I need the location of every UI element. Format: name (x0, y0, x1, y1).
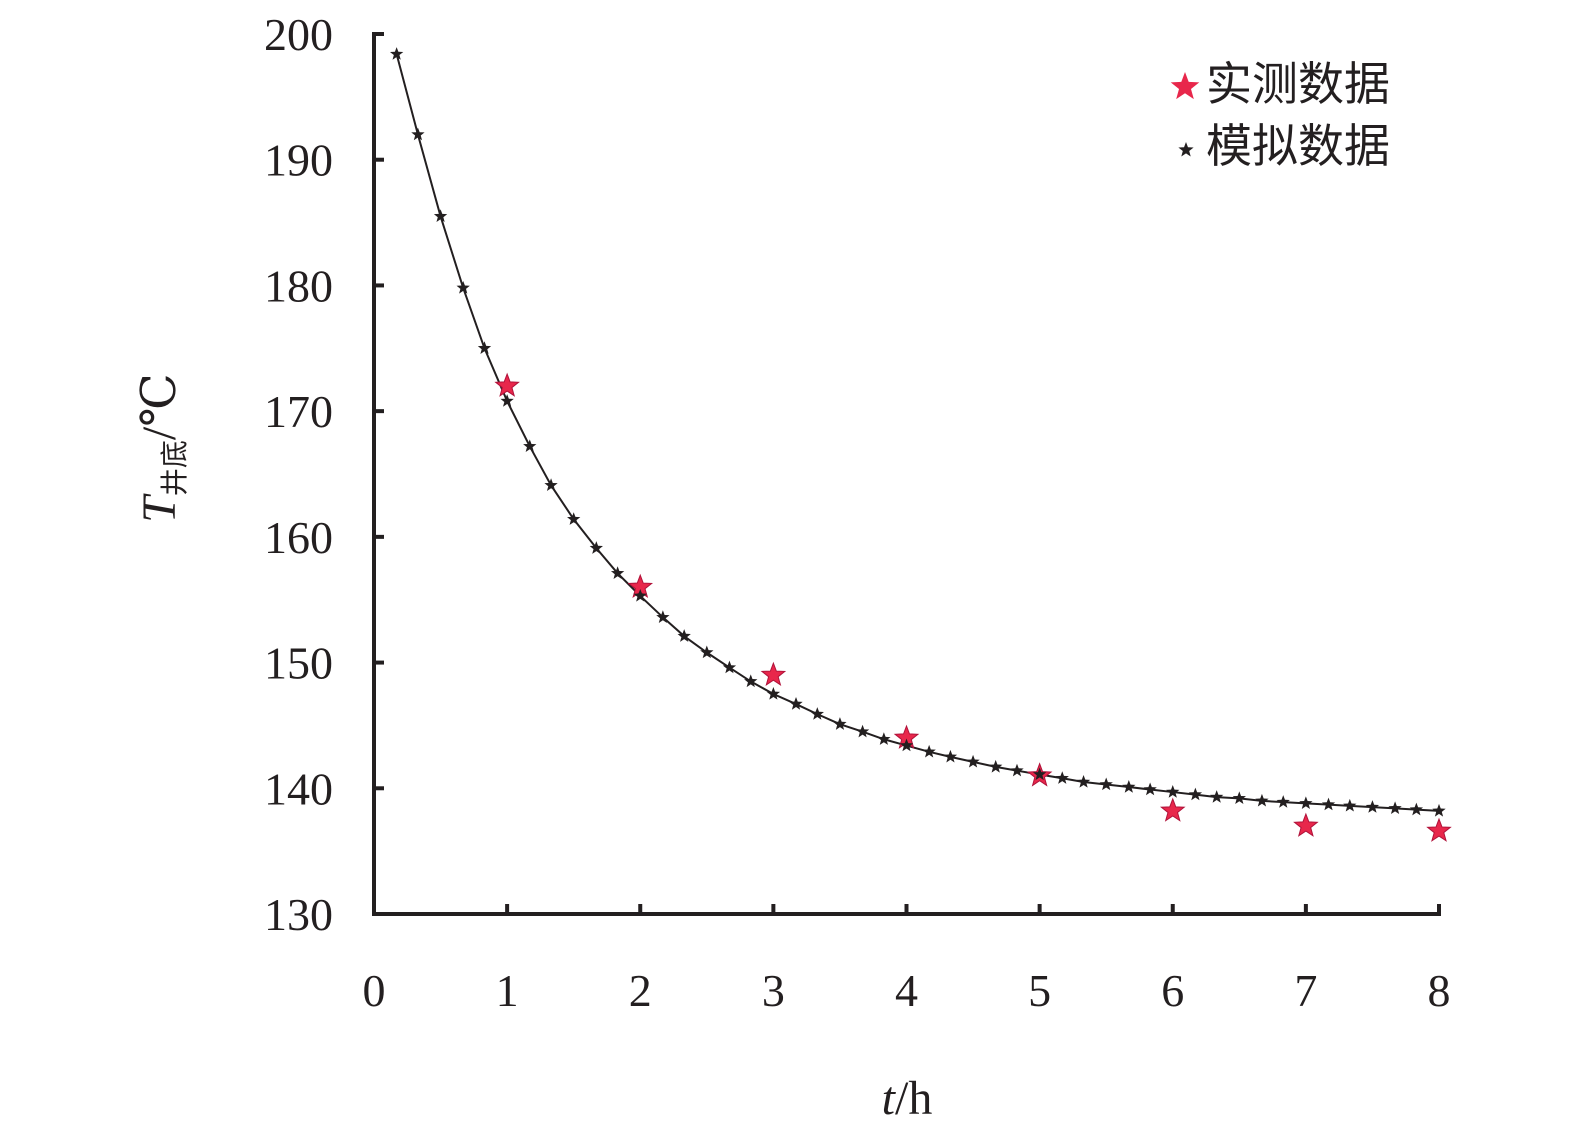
legend-entry-measured: 实测数据 (1170, 57, 1390, 111)
simulated-point (722, 660, 737, 674)
y-axis-title-var: T (133, 493, 186, 523)
simulated-point (567, 512, 581, 525)
measured-point (1293, 812, 1319, 837)
y-tick-label: 190 (264, 135, 333, 186)
simulated-point (833, 717, 847, 730)
simulated-point (1055, 771, 1069, 784)
simulated-point (1232, 791, 1246, 805)
simulated-point (700, 645, 714, 659)
y-tick-label: 130 (264, 889, 333, 940)
simulated-point (1365, 800, 1380, 813)
simulated-point (877, 732, 891, 745)
measured-point (1426, 817, 1452, 842)
x-tick-label: 1 (496, 965, 519, 1016)
simulated-point (766, 687, 781, 700)
y-axis-title-unit: /℃ (133, 373, 186, 440)
simulated-point (989, 759, 1003, 773)
simulated-point (1143, 782, 1157, 796)
y-tick-label: 160 (264, 512, 333, 563)
simulated-point (523, 439, 537, 453)
simulated-point (1432, 803, 1446, 817)
x-tick-label: 6 (1161, 965, 1184, 1016)
x-tick-label: 0 (363, 965, 386, 1016)
y-tick-label: 170 (264, 386, 333, 437)
legend-entry-simulated: 模拟数据 (1178, 119, 1390, 173)
x-tick-label: 5 (1028, 965, 1051, 1016)
simulated-point (1210, 790, 1224, 803)
simulated-point (389, 47, 404, 60)
simulated-point (1010, 763, 1024, 777)
x-tick-label: 2 (629, 965, 652, 1016)
simulated-point (1343, 798, 1357, 812)
legend-marker-measured (1170, 72, 1200, 100)
simulated-point (1032, 767, 1047, 781)
x-tick-label: 8 (1428, 965, 1451, 1016)
simulated-point (744, 674, 758, 688)
y-tick-label: 140 (264, 763, 333, 814)
simulated-point (1076, 775, 1091, 788)
simulated-point (1299, 796, 1313, 810)
x-axis-title: t/h (882, 1072, 933, 1125)
y-tick-label: 180 (264, 260, 333, 311)
legend-label-simulated: 模拟数据 (1206, 119, 1390, 173)
measured-point (494, 372, 520, 397)
simulated-point (477, 341, 492, 354)
legend-label-measured: 实测数据 (1206, 57, 1390, 111)
x-tick-label: 4 (895, 965, 918, 1016)
simulated-point (633, 588, 647, 602)
simulated-point (1276, 795, 1290, 808)
simulated-point (610, 566, 625, 579)
measured-point (760, 661, 787, 687)
simulated-point (411, 127, 425, 141)
svg-text:T井底/℃: T井底/℃ (133, 373, 191, 523)
x-tick-label: 7 (1294, 965, 1317, 1016)
simulated-point (1166, 785, 1180, 798)
x-axis-title-var: t (882, 1072, 897, 1125)
simulated-point (456, 280, 470, 294)
y-tick-label: 200 (264, 9, 333, 60)
simulated-point (1321, 797, 1336, 811)
axes: 130 140 150 160 170 180 190 200 0 1 2 3 4 5 6 7 8 (264, 9, 1451, 1016)
simulated-point (966, 754, 980, 768)
simulated-point (810, 707, 824, 720)
legend: 实测数据 模拟数据 (1170, 57, 1390, 173)
simulated-point (433, 209, 448, 222)
simulated-point (656, 610, 670, 623)
simulated-point (589, 541, 603, 554)
y-tick-label: 150 (264, 638, 333, 689)
plot-area (389, 47, 1452, 842)
simulated-point (1188, 787, 1203, 801)
simulated-point (1099, 777, 1113, 791)
simulated-point (789, 697, 803, 710)
simulated-point (1122, 780, 1136, 793)
simulated-point (1388, 801, 1402, 815)
simulated-point (544, 478, 558, 491)
y-axis-title: T井底/℃ (133, 373, 191, 523)
simulated-point (500, 394, 514, 407)
simulated-point (943, 749, 958, 763)
simulated-point (855, 724, 870, 738)
simulated-point (899, 738, 914, 752)
simulated-point (922, 744, 936, 758)
simulated-point (1409, 802, 1424, 816)
legend-marker-simulated (1178, 142, 1194, 157)
x-tick-label: 3 (762, 965, 785, 1016)
x-axis-title-unit: /h (895, 1072, 932, 1125)
y-axis-title-sub: 井底 (158, 440, 191, 496)
measured-point (1159, 797, 1186, 822)
simulated-point (1255, 793, 1269, 807)
simulated-point (677, 629, 691, 642)
